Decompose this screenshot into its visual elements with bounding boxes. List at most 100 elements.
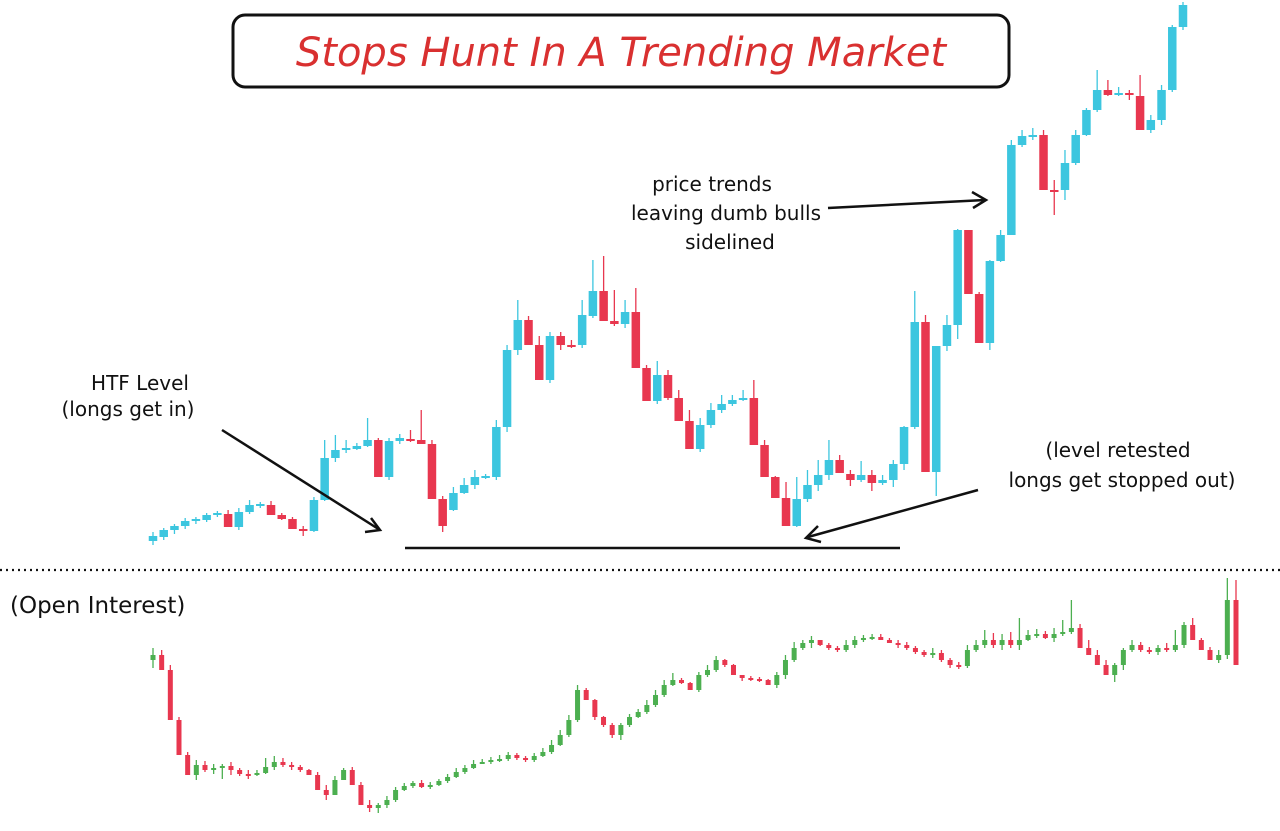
- oi-candle: [653, 695, 659, 705]
- price-candle: [341, 448, 351, 450]
- price-candle: [470, 477, 480, 485]
- oi-candle: [410, 783, 416, 786]
- price-candle: [288, 519, 297, 529]
- oi-candle: [679, 680, 685, 683]
- oi-candle: [1233, 600, 1239, 665]
- price-candle: [438, 499, 447, 526]
- price-candle: [1082, 110, 1091, 135]
- price-candle: [1178, 5, 1188, 27]
- oi-candle: [1224, 600, 1230, 655]
- price-candle: [277, 515, 286, 519]
- price-candle: [910, 322, 920, 427]
- price-candle: [234, 512, 244, 527]
- price-candle: [481, 476, 490, 478]
- oi-candle: [1155, 648, 1161, 652]
- price-candle: [1135, 96, 1145, 130]
- price-trends-arrow: [827, 198, 986, 210]
- oi-candle: [263, 767, 269, 773]
- price-candle: [588, 291, 598, 316]
- oi-candle: [592, 700, 598, 717]
- price-candle: [245, 505, 254, 512]
- price-candle: [1007, 145, 1016, 235]
- price-candle: [813, 475, 823, 485]
- oi-candle: [886, 640, 892, 643]
- oi-candle: [384, 800, 390, 805]
- oi-candle: [774, 675, 780, 685]
- price-candle: [384, 441, 394, 477]
- price-candle: [610, 321, 619, 324]
- oi-candle: [358, 785, 364, 805]
- oi-candle: [756, 679, 762, 681]
- price-candle: [985, 261, 995, 343]
- price-candle: [320, 458, 329, 500]
- oi-candle: [1207, 650, 1213, 660]
- oi-candle: [834, 648, 840, 650]
- oi-candle: [193, 765, 199, 775]
- oi-candle: [306, 770, 312, 775]
- price-candle: [1039, 135, 1048, 190]
- oi-candle: [1077, 628, 1083, 648]
- price-candle: [459, 485, 469, 493]
- oi-candle: [860, 638, 866, 640]
- price-candle: [1017, 136, 1027, 145]
- oi-candle: [930, 653, 936, 655]
- oi-candle: [436, 781, 442, 785]
- oi-candle: [791, 648, 797, 660]
- price-candle: [266, 505, 276, 515]
- oi-candle: [609, 725, 615, 735]
- htf-level-arrowhead: [364, 517, 383, 534]
- oi-candle: [800, 643, 806, 648]
- price-candle: [760, 445, 769, 477]
- oi-candle: [938, 653, 944, 660]
- oi-candle: [323, 790, 329, 795]
- price-candle: [792, 499, 801, 526]
- oi-candle: [1138, 645, 1144, 650]
- oi-candle: [280, 762, 286, 765]
- price-candle: [749, 398, 759, 445]
- htf-level-line-2: (longs get in): [62, 397, 195, 421]
- oi-candle: [254, 773, 260, 775]
- price-candle: [1103, 90, 1113, 95]
- oi-candle: [635, 712, 641, 717]
- oi-candle: [817, 640, 823, 645]
- oi-candle: [765, 680, 771, 685]
- oi-candle: [453, 772, 459, 777]
- oi-candle: [808, 640, 814, 643]
- retest-arrowhead: [803, 525, 822, 544]
- oi-candle: [419, 783, 425, 787]
- price-candle: [974, 294, 984, 343]
- price-candle: [964, 230, 973, 294]
- oi-candle: [1198, 640, 1204, 650]
- price-candle: [921, 322, 930, 472]
- oi-candle: [393, 790, 399, 800]
- oi-candle: [1034, 634, 1040, 636]
- oi-candle: [1164, 648, 1170, 650]
- price-candle: [535, 345, 544, 380]
- price-candle: [1146, 120, 1156, 130]
- price-candle: [631, 312, 641, 368]
- oi-candle: [670, 680, 676, 685]
- oi-candle: [349, 770, 355, 785]
- price-candle: [545, 336, 555, 380]
- oi-candle: [852, 640, 858, 645]
- oi-candle: [956, 665, 962, 667]
- price-candle: [148, 536, 158, 541]
- price-candle: [191, 519, 201, 521]
- price-candle: [728, 400, 737, 404]
- price-candle: [996, 235, 1005, 261]
- open-interest-label: (Open Interest): [10, 593, 185, 619]
- oi-candle: [185, 755, 191, 775]
- oi-candle: [289, 765, 295, 767]
- oi-candle: [167, 670, 173, 720]
- oi-candle: [445, 777, 451, 781]
- oi-candle: [479, 762, 485, 764]
- price-candle: [942, 325, 952, 346]
- price-candle: [620, 312, 630, 324]
- price-candle: [202, 515, 211, 520]
- price-candle: [856, 475, 866, 480]
- oi-candle: [1120, 650, 1126, 665]
- oi-candle: [245, 774, 251, 776]
- price-candle: [180, 521, 190, 526]
- price-candle: [577, 315, 587, 345]
